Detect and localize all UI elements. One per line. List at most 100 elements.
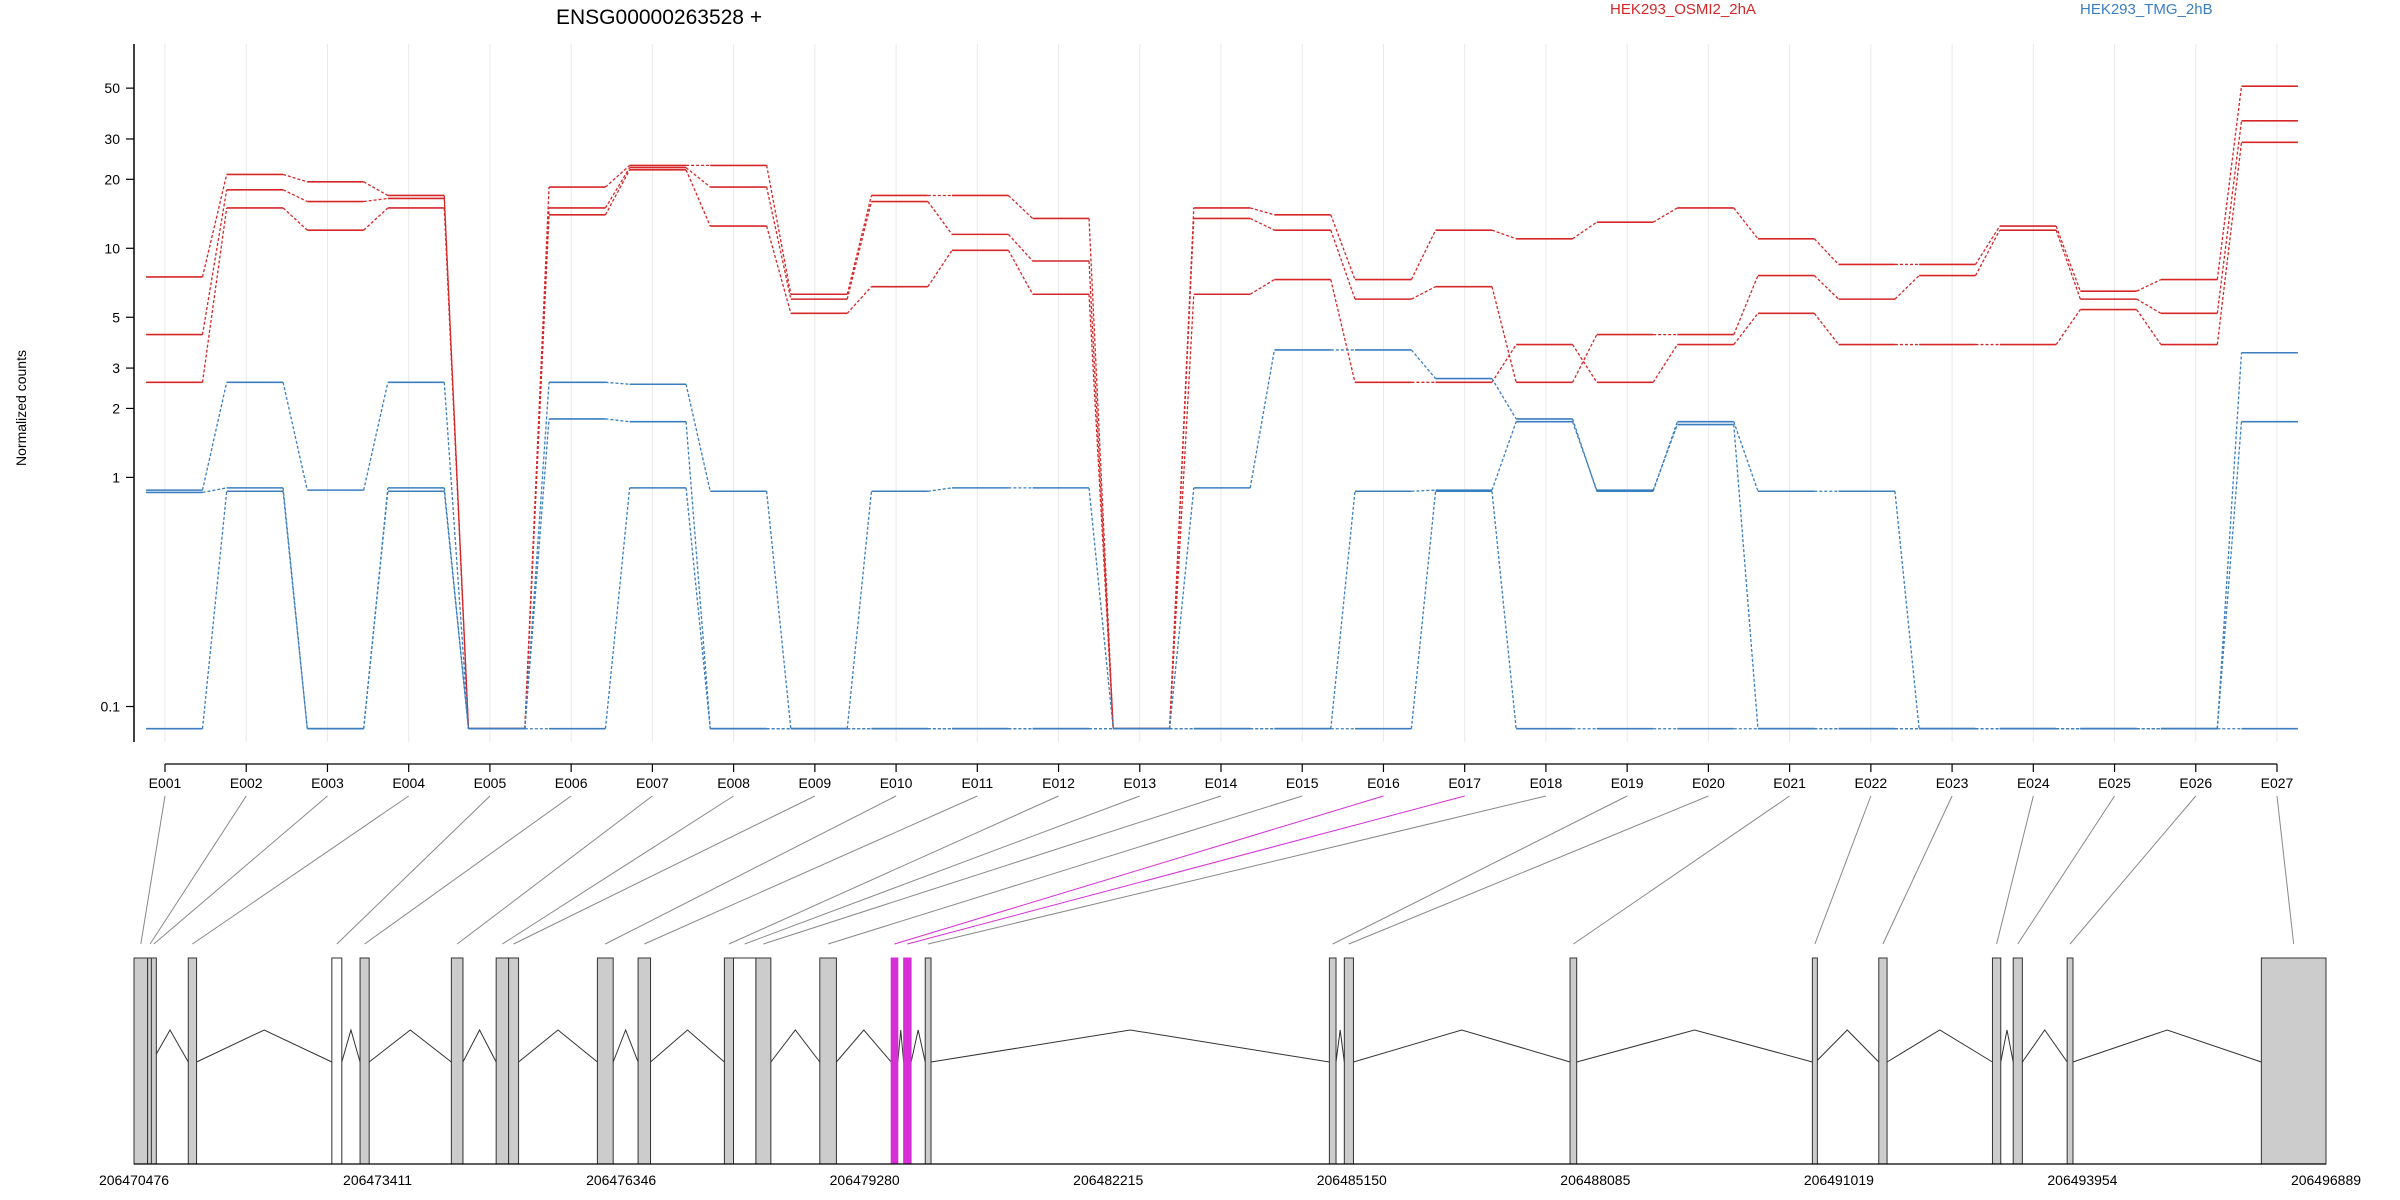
series-connector	[846, 491, 873, 729]
series-connector	[1572, 344, 1598, 383]
series-connector	[2055, 309, 2081, 345]
series-connector	[1330, 229, 1356, 300]
x-tick-label: E009	[798, 775, 831, 791]
exon-connector	[513, 795, 816, 945]
exon-connector	[502, 795, 734, 945]
series-connector	[1249, 349, 1276, 488]
series-connector	[524, 418, 550, 729]
exon-box-E021	[1569, 957, 1578, 1165]
series-connector	[1411, 489, 1436, 492]
series-connector	[605, 418, 630, 423]
series-connector	[1733, 312, 1759, 345]
exon-connector	[336, 795, 491, 945]
exon-box-E005	[331, 957, 343, 1165]
y-tick-label: 1	[112, 469, 120, 485]
series-connector	[2136, 279, 2162, 292]
intron-line	[650, 1029, 725, 1063]
coord-label: 206491019	[1804, 1172, 1874, 1188]
legend-osmi2: HEK293_OSMI2_2hA	[1610, 1, 1756, 18]
series-connector	[605, 164, 631, 188]
exon-box-E019	[1328, 957, 1337, 1165]
series-connector	[685, 421, 711, 729]
series-connector	[766, 186, 792, 300]
series-connector	[201, 382, 228, 491]
series-connector	[1572, 221, 1598, 240]
genomic-coordinate-axis: 206470476 206473411 206476346 206479280 2064…	[99, 1163, 2361, 1188]
series-connector	[766, 225, 792, 314]
series-connector	[1330, 214, 1356, 280]
exon-box-E015	[819, 957, 837, 1165]
intron-line	[910, 1029, 926, 1063]
series-connector	[1491, 286, 1517, 383]
series-connector	[1571, 421, 1598, 491]
series-connector	[1330, 279, 1356, 383]
exon-box-E026	[2066, 957, 2074, 1165]
series-connector	[1168, 218, 1195, 729]
exon-connector	[456, 795, 653, 945]
series-connector	[846, 286, 872, 314]
exon-connector	[907, 795, 1465, 945]
x-tick-label: E013	[1123, 775, 1156, 791]
exon-box-E017	[903, 957, 912, 1165]
series-connector	[443, 382, 470, 729]
series-connector	[1088, 218, 1114, 729]
coord-label: 206470476	[99, 1172, 169, 1188]
coord-label: 206476346	[586, 1172, 656, 1188]
series-connector	[1491, 378, 1517, 420]
series-connector	[685, 487, 711, 729]
y-tick-label: 50	[104, 80, 120, 96]
series-connector	[2136, 298, 2162, 314]
exon-connector	[605, 795, 897, 945]
series-0	[146, 85, 2298, 730]
intron-line	[930, 1029, 1330, 1063]
exon-connector	[364, 795, 572, 945]
exon-box-E007	[450, 957, 464, 1165]
coord-label: 206488085	[1560, 1172, 1630, 1188]
x-tick-label: E022	[1854, 775, 1887, 791]
series-connector	[1652, 424, 1678, 491]
exon-connector	[2276, 795, 2295, 945]
x-tick-label: E019	[1611, 775, 1644, 791]
y-tick-label: 5	[112, 309, 120, 325]
series-2	[146, 141, 2298, 730]
series-connector	[1733, 421, 1759, 492]
exon-box-E006	[359, 957, 370, 1165]
series-connector	[443, 195, 470, 729]
exon-box-E010	[596, 957, 614, 1165]
exon-box-E018	[924, 957, 932, 1165]
series-connector	[604, 169, 631, 216]
x-axis: E001 E002 E003 E004 E005 E006 E007 E008 E009 E010…	[149, 763, 2294, 791]
grid	[164, 44, 2278, 742]
x-tick-label: E005	[474, 775, 507, 791]
series-connector	[201, 174, 228, 278]
exon-box-E014	[755, 957, 772, 1165]
series-connector	[363, 197, 388, 203]
coord-label: 206496889	[2291, 1172, 2361, 1188]
intron-line	[1576, 1029, 1813, 1063]
series-connector	[1007, 195, 1034, 219]
x-tick-label: E006	[555, 775, 588, 791]
chart-title: ENSG00000263528 +	[556, 6, 762, 29]
series-connector	[1007, 233, 1034, 262]
intron-line	[836, 1029, 892, 1063]
exon-connector	[153, 795, 328, 945]
series-connector	[282, 207, 308, 231]
exon-box-E016	[890, 957, 899, 1165]
series-connector	[1250, 207, 1275, 216]
intron-line	[770, 1029, 821, 1063]
series-connector	[1813, 238, 1840, 265]
x-tick-label: E021	[1773, 775, 1806, 791]
series-connector	[1410, 491, 1437, 729]
exon-box-E024	[1991, 957, 2002, 1165]
exon-connector	[763, 795, 1222, 945]
series-connector	[2216, 421, 2243, 729]
x-tick-label: E001	[149, 775, 182, 791]
exon-connector	[644, 795, 978, 945]
series-connector	[1894, 275, 1920, 300]
series-connector	[1007, 249, 1034, 295]
series-connector	[1410, 349, 1437, 379]
x-tick-label: E017	[1448, 775, 1481, 791]
exon-box-E027	[2260, 957, 2327, 1165]
series-connector	[2055, 229, 2081, 300]
exon-connector	[827, 795, 1303, 945]
